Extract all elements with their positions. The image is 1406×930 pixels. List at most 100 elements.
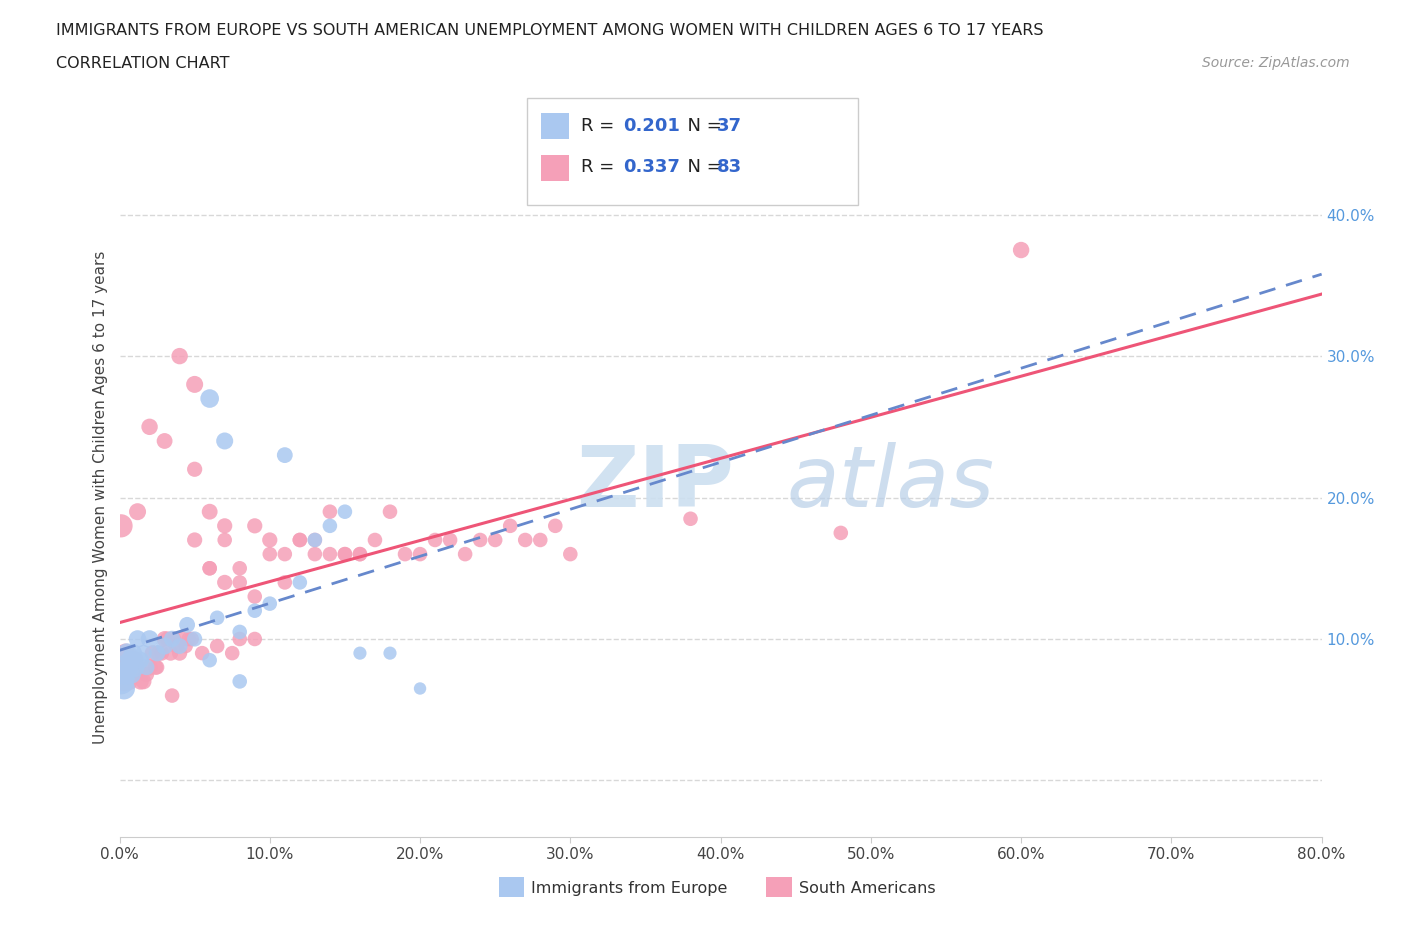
Point bbox=[169, 645, 191, 660]
Point bbox=[169, 639, 191, 654]
Point bbox=[228, 575, 252, 590]
Point bbox=[205, 610, 228, 625]
Point bbox=[274, 547, 297, 562]
Point bbox=[111, 660, 134, 675]
Text: South Americans: South Americans bbox=[799, 881, 935, 896]
Text: atlas: atlas bbox=[787, 443, 994, 525]
Point bbox=[183, 533, 205, 548]
Point bbox=[349, 547, 371, 562]
Point bbox=[198, 561, 221, 576]
Point bbox=[349, 645, 371, 660]
Point bbox=[166, 639, 188, 654]
Point bbox=[121, 667, 143, 682]
Point bbox=[153, 433, 176, 448]
Point bbox=[115, 645, 138, 660]
Point bbox=[183, 462, 205, 477]
Point bbox=[146, 660, 169, 675]
Point bbox=[156, 631, 179, 646]
Point bbox=[183, 377, 205, 392]
Point bbox=[515, 533, 537, 548]
Point bbox=[228, 624, 252, 639]
Text: 37: 37 bbox=[717, 116, 742, 135]
Point bbox=[129, 674, 152, 689]
Point bbox=[454, 547, 477, 562]
Point bbox=[214, 518, 236, 533]
Point bbox=[221, 645, 243, 660]
Point bbox=[243, 604, 266, 618]
Point bbox=[243, 589, 266, 604]
Point bbox=[544, 518, 567, 533]
Text: Source: ZipAtlas.com: Source: ZipAtlas.com bbox=[1202, 56, 1350, 70]
Point bbox=[214, 533, 236, 548]
Point bbox=[117, 674, 139, 689]
Point bbox=[146, 645, 169, 660]
Point bbox=[160, 631, 183, 646]
Point bbox=[198, 392, 221, 406]
Point bbox=[288, 533, 311, 548]
Point bbox=[172, 631, 194, 646]
Y-axis label: Unemployment Among Women with Children Ages 6 to 17 years: Unemployment Among Women with Children A… bbox=[93, 251, 108, 744]
Point bbox=[118, 660, 141, 675]
Point bbox=[288, 533, 311, 548]
Point bbox=[160, 688, 183, 703]
Point bbox=[259, 547, 281, 562]
Point bbox=[679, 512, 702, 526]
Point bbox=[228, 631, 252, 646]
Point bbox=[177, 631, 200, 646]
Point bbox=[114, 667, 136, 682]
Point bbox=[118, 653, 141, 668]
Point bbox=[129, 653, 152, 668]
Point bbox=[259, 533, 281, 548]
Point bbox=[114, 645, 136, 660]
Point bbox=[243, 518, 266, 533]
Point bbox=[135, 667, 157, 682]
Point bbox=[274, 447, 297, 462]
Point bbox=[394, 547, 416, 562]
Point bbox=[117, 660, 139, 675]
Point bbox=[468, 533, 492, 548]
Point bbox=[198, 504, 221, 519]
Point bbox=[124, 653, 146, 668]
Point bbox=[162, 631, 184, 646]
Point bbox=[110, 518, 132, 533]
Point bbox=[560, 547, 582, 562]
Point bbox=[127, 504, 149, 519]
Point bbox=[349, 547, 371, 562]
Point bbox=[364, 533, 387, 548]
Point bbox=[112, 674, 135, 689]
Point bbox=[409, 681, 432, 696]
Point bbox=[378, 645, 401, 660]
Point bbox=[484, 533, 506, 548]
Point bbox=[159, 645, 181, 660]
Point bbox=[243, 631, 266, 646]
Point bbox=[499, 518, 522, 533]
Point bbox=[150, 645, 173, 660]
Point bbox=[529, 533, 551, 548]
Text: 0.337: 0.337 bbox=[623, 158, 679, 177]
Point bbox=[176, 618, 198, 632]
Point bbox=[304, 533, 326, 548]
Point bbox=[135, 660, 157, 675]
Point bbox=[122, 645, 145, 660]
Point bbox=[122, 660, 145, 675]
Point bbox=[110, 674, 132, 689]
Point bbox=[1010, 243, 1032, 258]
Point bbox=[191, 645, 214, 660]
Point bbox=[214, 575, 236, 590]
Point bbox=[121, 667, 143, 682]
Text: IMMIGRANTS FROM EUROPE VS SOUTH AMERICAN UNEMPLOYMENT AMONG WOMEN WITH CHILDREN : IMMIGRANTS FROM EUROPE VS SOUTH AMERICAN… bbox=[56, 23, 1043, 38]
Point bbox=[274, 575, 297, 590]
Point bbox=[148, 645, 170, 660]
Point bbox=[214, 433, 236, 448]
Text: CORRELATION CHART: CORRELATION CHART bbox=[56, 56, 229, 71]
Text: N =: N = bbox=[676, 116, 728, 135]
Point bbox=[439, 533, 461, 548]
Point bbox=[153, 639, 176, 654]
Point bbox=[259, 596, 281, 611]
Point bbox=[228, 674, 252, 689]
Point bbox=[333, 504, 356, 519]
Point bbox=[319, 504, 342, 519]
Point bbox=[183, 631, 205, 646]
Point bbox=[198, 653, 221, 668]
Point bbox=[333, 547, 356, 562]
